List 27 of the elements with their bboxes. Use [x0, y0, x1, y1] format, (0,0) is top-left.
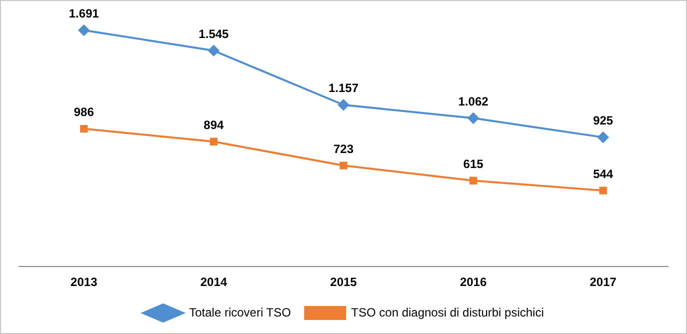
data-label: 1.062: [458, 94, 489, 108]
data-label: 894: [204, 118, 224, 132]
data-label: 986: [74, 105, 94, 120]
x-tick-label: 2013: [70, 275, 98, 290]
data-label: 925: [593, 114, 614, 128]
point: [469, 176, 478, 184]
point: [599, 186, 607, 194]
point: [468, 112, 479, 124]
point: [340, 162, 348, 170]
data-label: 1.545: [198, 26, 230, 41]
point: [598, 132, 609, 143]
data-label: 1.157: [328, 81, 359, 96]
x-tick-label: 2017: [590, 275, 617, 290]
legend-label: TSO con diagnosi di disturbi psichici: [351, 305, 544, 320]
x-tick-label: 2014: [200, 275, 228, 290]
point: [208, 45, 220, 56]
point: [80, 124, 88, 133]
point: [78, 24, 90, 36]
x-tick-label: 2016: [460, 275, 487, 290]
point: [210, 138, 218, 146]
data-label: 615: [463, 156, 484, 171]
x-tick-label: 2015: [330, 275, 358, 290]
legend-label: Totale ricoveri TSO: [189, 305, 291, 320]
point: [338, 99, 349, 110]
data-label: 544: [593, 166, 614, 181]
data-label: 1.691: [68, 6, 100, 21]
data-label: 723: [333, 142, 354, 156]
